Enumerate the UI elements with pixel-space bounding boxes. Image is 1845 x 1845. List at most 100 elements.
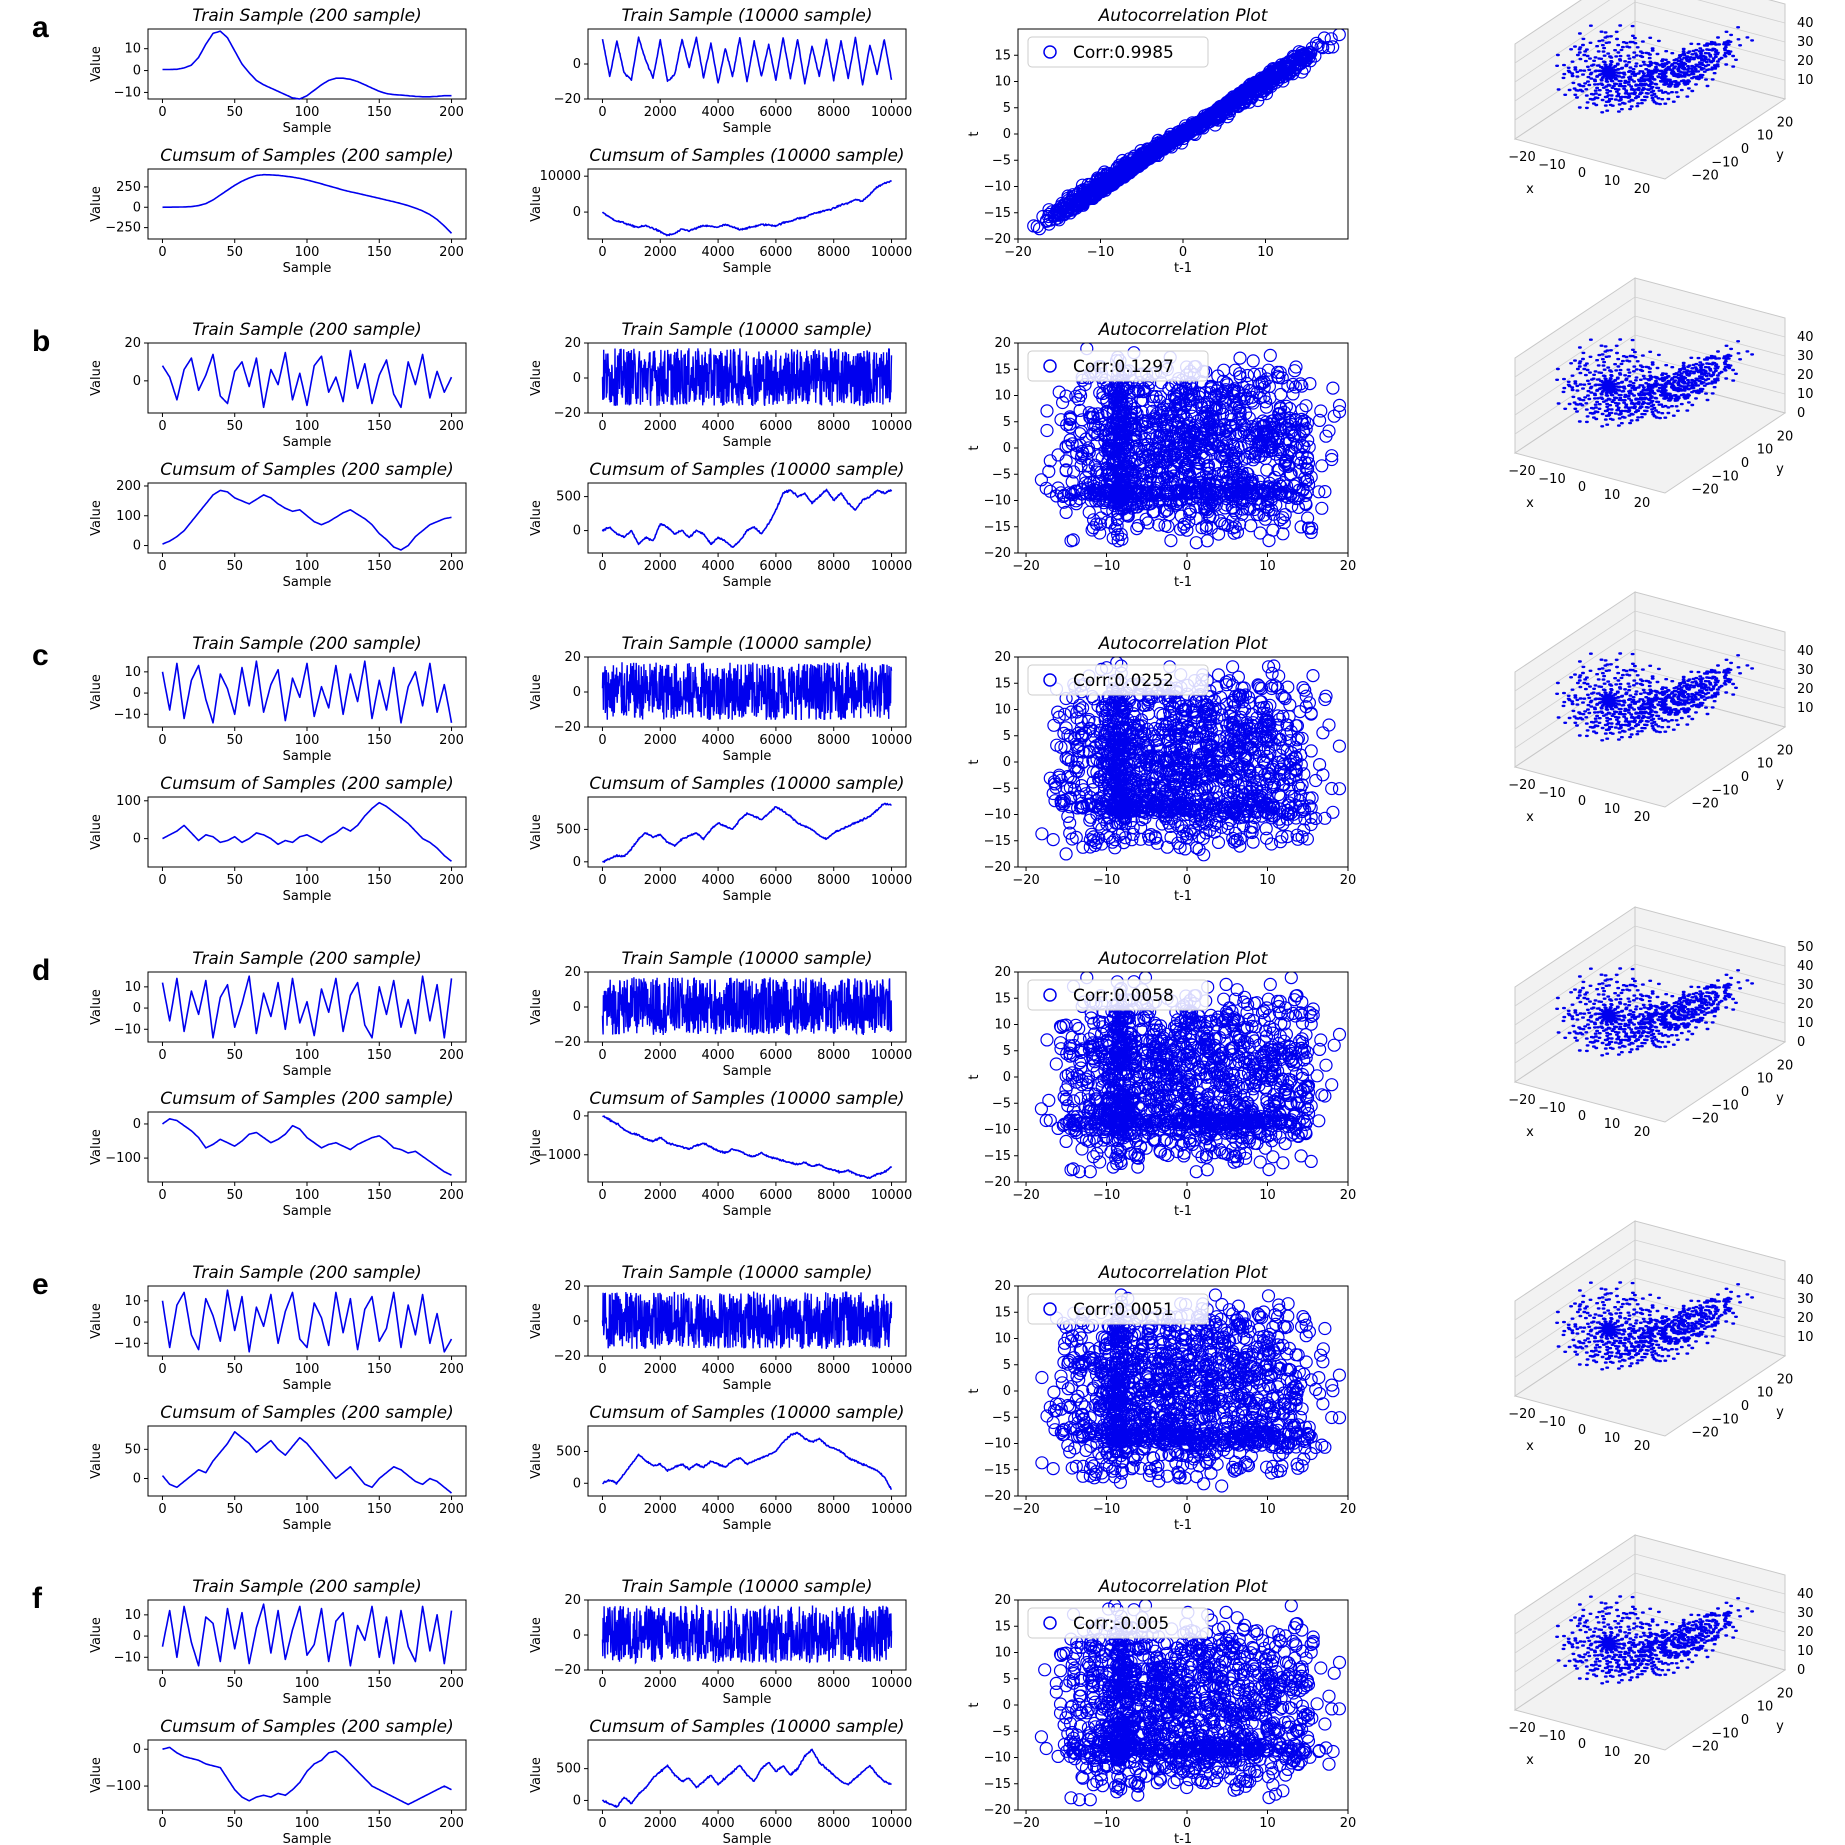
x-tick-label: 0 <box>598 1048 606 1063</box>
x-tick-label: −20 <box>1004 245 1031 260</box>
y-axis-label: y <box>1776 1091 1784 1106</box>
y-tick-label: 10 <box>994 1332 1011 1347</box>
legend-label: Corr:0.0058 <box>1073 986 1174 1006</box>
x-tick-label: 2000 <box>644 1676 677 1691</box>
y-tick-label: −20 <box>554 1035 581 1050</box>
y-tick-label: −15 <box>984 1463 1011 1478</box>
y-tick-label: −20 <box>554 720 581 735</box>
y-axis-label: t <box>967 131 982 136</box>
cumsum-10000-panel: Cumsum of Samples (10000 sample)0 2000 400… <box>529 460 912 590</box>
x-tick-label: 20 <box>1340 1188 1357 1203</box>
panel-title: Cumsum of Samples (10000 sample) <box>589 1717 904 1737</box>
train-200-panel: Train Sample (200 sample)0 50 100 150 200−10… <box>89 6 466 136</box>
x-tick-label: 50 <box>226 1502 243 1517</box>
line-panel-frame <box>148 797 466 867</box>
y-tick-label: 0 <box>573 1793 581 1808</box>
x-tick-label: 200 <box>439 1188 464 1203</box>
x-tick-label: 0 <box>158 733 166 748</box>
series-band <box>603 1606 892 1664</box>
x-axis-label: Sample <box>283 1064 332 1079</box>
cumsum-10000-panel: Cumsum of Samples (10000 sample)0 2000 400… <box>529 774 912 904</box>
x-tick-label: 200 <box>439 105 464 120</box>
y-tick-label: 20 <box>994 1279 1011 1294</box>
state-space-panel: State Space10203040−20−1001020−20−100102… <box>1508 0 1813 197</box>
y-tick-label: 0 <box>573 855 581 870</box>
y-tick-label: −20 <box>554 1663 581 1678</box>
x-tick-label: −20 <box>1012 559 1039 574</box>
y-tick-label: 10 <box>124 1294 141 1309</box>
series-line <box>163 803 452 862</box>
x-tick-label: 4000 <box>702 419 735 434</box>
x-tick-label: −20 <box>1012 873 1039 888</box>
y-axis-label: Value <box>529 1617 544 1653</box>
y-tick-label: 0 <box>133 200 141 215</box>
z-tick-label: 10 <box>1797 1016 1814 1031</box>
y-tick-label: −10 <box>114 1650 141 1665</box>
x-axis-label: Sample <box>723 889 772 904</box>
x-tick-label: 6000 <box>759 1048 792 1063</box>
x-tick-label: 6000 <box>759 1502 792 1517</box>
x-tick-label: 10000 <box>871 873 912 888</box>
y-tick-label: 0 <box>573 524 581 539</box>
y-tick-label: 0 <box>133 539 141 554</box>
x-axis-label: Sample <box>723 1832 772 1845</box>
x-axis-label: x <box>1526 1753 1534 1768</box>
panel-title: Train Sample (200 sample) <box>192 320 421 340</box>
x-tick-label: 0 <box>598 245 606 260</box>
y-tick-label: 10 <box>124 1608 141 1623</box>
y-axis-label: Value <box>529 360 544 396</box>
y-axis-label: y <box>1776 1405 1784 1420</box>
y-tick-label: 20 <box>564 336 581 351</box>
z-tick-label: 40 <box>1797 1273 1814 1288</box>
line-panel-frame <box>148 483 466 553</box>
y-tick-label: 0 <box>573 205 581 220</box>
y-tick-label: 0 <box>133 1742 141 1757</box>
x-axis-label: t-1 <box>1174 261 1192 276</box>
x-tick-label: 0 <box>598 873 606 888</box>
panel-row-d: d Train Sample (200 sample)0 50 100 150 200−1… <box>32 907 1814 1219</box>
z-tick-label: 10 <box>1797 1644 1814 1659</box>
y-axis-label: Value <box>529 1757 544 1793</box>
x-tick-label: 6000 <box>759 105 792 120</box>
x-tick-label: 10 <box>1604 802 1621 817</box>
y-tick-label: 15 <box>994 362 1011 377</box>
y-axis-label: Value <box>89 500 104 536</box>
x-tick-label: 200 <box>439 419 464 434</box>
z-tick-label: 20 <box>1797 682 1814 697</box>
legend-label: Corr:0.0051 <box>1073 1300 1174 1320</box>
x-axis-label: Sample <box>723 575 772 590</box>
z-tick-label: 20 <box>1797 997 1814 1012</box>
y-tick-label: 10 <box>124 42 141 57</box>
x-tick-label: −20 <box>1508 464 1535 479</box>
x-tick-label: 0 <box>1578 794 1586 809</box>
y-tick-label: 0 <box>573 1476 581 1491</box>
x-tick-label: −10 <box>1538 786 1565 801</box>
x-axis-label: Sample <box>283 1692 332 1707</box>
z-tick-label: 10 <box>1797 701 1814 716</box>
x-tick-label: 150 <box>367 245 392 260</box>
train-10000-panel: Train Sample (10000 sample)0 2000 4000 6000… <box>554 6 913 136</box>
y-axis-label: Value <box>529 674 544 710</box>
row-label: e <box>32 1268 49 1301</box>
x-tick-label: 20 <box>1340 559 1357 574</box>
x-tick-label: −10 <box>1093 559 1120 574</box>
x-tick-label: 100 <box>295 419 320 434</box>
y-tick-label: 5 <box>1003 415 1011 430</box>
x-tick-label: 2000 <box>644 245 677 260</box>
y-tick-label: 0 <box>133 64 141 79</box>
x-axis-label: Sample <box>283 435 332 450</box>
y-tick-label: −10 <box>984 180 1011 195</box>
z-tick-label: 40 <box>1797 16 1814 31</box>
x-tick-label: −10 <box>1538 158 1565 173</box>
x-axis-label: Sample <box>283 1204 332 1219</box>
y-tick-label: −10 <box>984 494 1011 509</box>
panel-title: Cumsum of Samples (10000 sample) <box>589 1089 904 1109</box>
series-line <box>163 1432 452 1493</box>
train-200-panel: Train Sample (200 sample)0 50 100 150 200−10… <box>89 1577 466 1707</box>
y-tick-label: 5 <box>1003 101 1011 116</box>
z-tick-label: 40 <box>1797 959 1814 974</box>
panel-title: Cumsum of Samples (10000 sample) <box>589 146 904 166</box>
x-tick-label: 150 <box>367 1676 392 1691</box>
x-axis-label: Sample <box>723 1064 772 1079</box>
